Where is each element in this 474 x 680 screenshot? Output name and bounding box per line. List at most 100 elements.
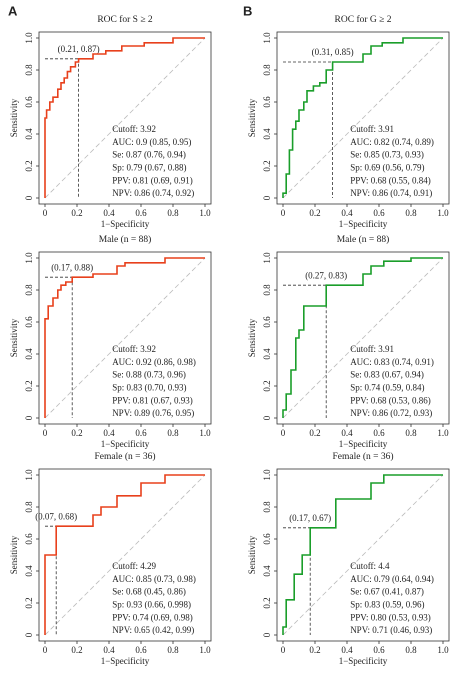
x-tick-label: 0.2 (309, 645, 320, 655)
x-tick-label: 0.8 (405, 645, 417, 655)
chart-title: ROC for G ≥ 2 (335, 14, 392, 25)
plot-frame (276, 31, 450, 205)
stat-line: NPV: 0.71 (0.46, 0.93) (350, 625, 432, 635)
y-axis-label: Sensitivity (9, 98, 19, 137)
stat-line: Cutoff: 3.92 (112, 124, 156, 134)
stat-line: AUC: 0.82 (0.74, 0.89) (350, 137, 434, 147)
x-tick-label: 0.8 (167, 428, 179, 438)
cutoff-label: (0.07, 0.68) (35, 511, 77, 521)
stat-line: Se: 0.85 (0.73, 0.93) (350, 150, 424, 160)
x-tick-label: 0.2 (309, 208, 320, 218)
y-tick-label: 0 (262, 415, 272, 420)
stat-line: Sp: 0.93 (0.66, 0.998) (112, 599, 191, 609)
x-tick-label: 0 (281, 208, 286, 218)
stat-line: Se: 0.67 (0.41, 0.87) (350, 587, 424, 597)
y-tick-label: 0.8 (24, 284, 34, 296)
y-tick-label: 0.6 (24, 533, 34, 545)
panel-label: B (243, 3, 252, 18)
y-tick-label: 0 (262, 195, 272, 200)
stat-line: NPV: 0.65 (0.42, 0.99) (112, 625, 194, 635)
y-tick-label: 0 (24, 195, 34, 200)
x-tick-label: 0.4 (341, 645, 353, 655)
stat-line: AUC: 0.83 (0.74, 0.91) (350, 357, 434, 367)
reference-diagonal (282, 474, 444, 636)
roc-panel: ROC for G ≥ 2 0 0.2 0.4 0.6 0.8 1.0 0 0.2 0.4 0.6 0… (247, 14, 450, 229)
roc-panel: Male (n = 88) 0 0.2 0.4 0.6 0.8 1.0 0 0.2 0.4 0.6 0… (9, 234, 212, 449)
y-tick-label: 0.2 (24, 160, 34, 171)
roc-curve (44, 257, 205, 418)
stat-line: Sp: 0.83 (0.59, 0.96) (350, 599, 424, 609)
x-tick-label: 0 (43, 428, 48, 438)
y-tick-label: 1.0 (24, 469, 34, 481)
x-tick-label: 0.2 (309, 428, 320, 438)
stat-line: Sp: 0.83 (0.70, 0.93) (112, 382, 186, 392)
reference-diagonal (282, 257, 444, 419)
y-tick-label: 0.4 (24, 128, 34, 140)
y-tick-label: 0.2 (24, 380, 34, 391)
stat-line: PPV: 0.68 (0.53, 0.86) (350, 395, 431, 405)
x-axis-label: 1−Specificity (101, 219, 150, 229)
x-tick-label: 1.0 (199, 428, 211, 438)
y-tick-label: 1.0 (24, 252, 34, 264)
plot-frame (38, 31, 212, 205)
stat-line: AUC: 0.85 (0.73, 0.98) (112, 574, 196, 584)
reference-diagonal (282, 37, 444, 199)
x-tick-label: 0.6 (373, 645, 385, 655)
y-tick-label: 0.2 (262, 160, 272, 171)
y-tick-label: 0.2 (262, 380, 272, 391)
roc-panel: Female (n = 36) 0 0.2 0.4 0.6 0.8 1.0 0 0.2 0.4 0.… (9, 451, 212, 666)
roc-curve (44, 474, 205, 635)
x-tick-label: 0.2 (71, 208, 82, 218)
roc-curve (282, 37, 443, 198)
x-tick-label: 0.4 (103, 645, 115, 655)
x-tick-label: 0.8 (167, 208, 179, 218)
y-tick-label: 0.4 (24, 565, 34, 577)
x-tick-label: 0.2 (71, 428, 82, 438)
stat-line: NPV: 0.86 (0.74, 0.91) (350, 188, 432, 198)
y-tick-label: 1.0 (262, 469, 272, 481)
x-tick-label: 1.0 (437, 428, 449, 438)
x-tick-label: 0.6 (135, 208, 147, 218)
y-tick-label: 0.6 (262, 96, 272, 108)
x-tick-label: 0.8 (405, 208, 417, 218)
y-tick-label: 0.6 (262, 533, 272, 545)
x-axis-label: 1−Specificity (339, 656, 388, 666)
x-tick-label: 0.8 (167, 645, 179, 655)
stat-line: NPV: 0.86 (0.74, 0.92) (112, 188, 194, 198)
roc-panel: ROC for S ≥ 2 0 0.2 0.4 0.6 0.8 1.0 0 0.2 0.4 0.6 0… (9, 14, 212, 229)
y-tick-label: 0.6 (262, 316, 272, 328)
plot-frame (276, 251, 450, 425)
stat-line: Sp: 0.79 (0.67, 0.88) (112, 162, 186, 172)
stat-line: AUC: 0.9 (0.85, 0.95) (112, 137, 191, 147)
x-tick-label: 0.4 (103, 208, 115, 218)
x-tick-label: 0.6 (135, 645, 147, 655)
y-tick-label: 0.8 (262, 501, 272, 513)
stat-line: PPV: 0.74 (0.69, 0.98) (112, 612, 193, 622)
x-tick-label: 0.2 (71, 645, 82, 655)
stat-line: Cutoff: 4.4 (350, 561, 390, 571)
stat-line: Cutoff: 3.91 (350, 344, 394, 354)
x-tick-label: 0 (281, 645, 286, 655)
cutoff-label: (0.21, 0.87) (58, 44, 100, 54)
stat-line: Se: 0.88 (0.73, 0.96) (112, 370, 186, 380)
stat-line: AUC: 0.92 (0.86, 0.98) (112, 357, 196, 367)
x-tick-label: 0 (281, 428, 286, 438)
roc-panel: Male (n = 88) 0 0.2 0.4 0.6 0.8 1.0 0 0.2 0.4 0.6 0… (247, 234, 450, 449)
y-tick-label: 0.4 (262, 565, 272, 577)
x-tick-label: 1.0 (437, 208, 449, 218)
stat-line: NPV: 0.86 (0.72, 0.93) (350, 408, 432, 418)
stat-line: NPV: 0.89 (0.76, 0.95) (112, 408, 194, 418)
stat-line: Se: 0.83 (0.67, 0.94) (350, 370, 424, 380)
y-tick-label: 0 (24, 415, 34, 420)
y-axis-label: Sensitivity (247, 318, 257, 357)
y-tick-label: 0.8 (262, 284, 272, 296)
x-tick-label: 0 (43, 645, 48, 655)
y-tick-label: 1.0 (262, 32, 272, 44)
x-axis-label: 1−Specificity (339, 439, 388, 449)
plot-frame (38, 468, 212, 642)
y-tick-label: 0.8 (24, 501, 34, 513)
x-tick-label: 0.8 (405, 428, 417, 438)
y-tick-label: 0.4 (262, 128, 272, 140)
